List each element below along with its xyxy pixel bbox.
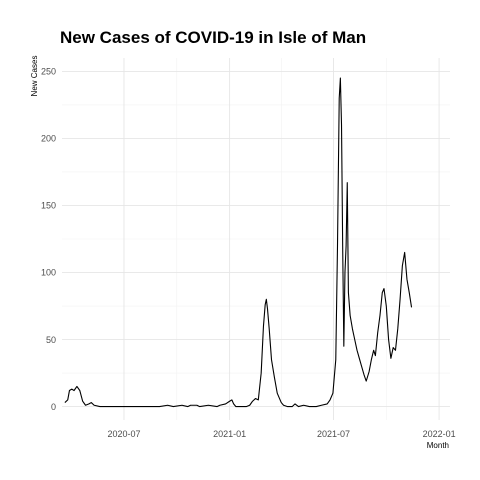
x-axis-label: Month (427, 441, 449, 450)
x-tick-labels: 2020-07 2021-01 2021-07 2022-01 (107, 429, 455, 439)
y-tick-label: 200 (41, 134, 56, 144)
series-layer (64, 77, 413, 408)
y-axis-label: New Cases (30, 56, 39, 97)
minor-gridlines (62, 58, 450, 420)
y-tick-label: 50 (46, 335, 56, 345)
chart-title: New Cases of COVID-19 in Isle of Man (60, 28, 366, 47)
x-tick-label: 2021-01 (213, 429, 246, 439)
y-tick-label: 0 (51, 402, 56, 412)
x-tick-label: 2022-01 (423, 429, 456, 439)
series-line-new-cases (64, 77, 413, 408)
y-tick-labels: 0 50 100 150 200 250 (41, 67, 56, 412)
x-tick-label: 2020-07 (107, 429, 140, 439)
major-gridlines (62, 58, 450, 420)
y-tick-label: 250 (41, 67, 56, 77)
x-tick-label: 2021-07 (317, 429, 350, 439)
y-tick-label: 150 (41, 201, 56, 211)
y-tick-label: 100 (41, 268, 56, 278)
